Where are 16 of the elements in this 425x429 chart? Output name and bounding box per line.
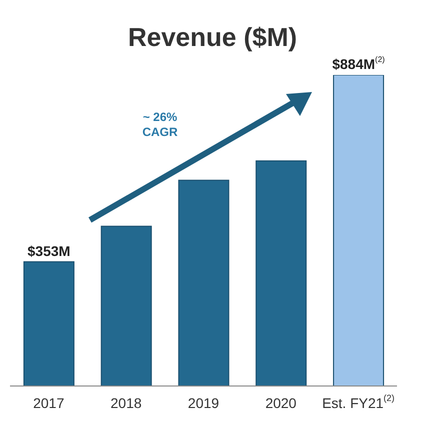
x-tick-label: 2020 [265, 395, 297, 411]
bar [178, 180, 230, 386]
bar [256, 160, 307, 386]
x-tick-label: 2017 [33, 395, 64, 411]
bar [23, 261, 74, 386]
bar [333, 75, 384, 386]
annotation: ~ 26% [142, 110, 178, 125]
data-label: $884M [332, 56, 376, 72]
data-label: $353M [28, 242, 70, 259]
x-tick-label: Est. FY21$^{(2)}$ [322, 393, 395, 411]
text: (2) [375, 55, 386, 64]
annotation: CAGR [141, 125, 179, 140]
x-tick-label: 2018 [110, 395, 142, 411]
bar [100, 226, 152, 386]
x-tick-label: 2019 [188, 395, 220, 411]
chart-title: Revenue ($M) [126, 22, 298, 53]
